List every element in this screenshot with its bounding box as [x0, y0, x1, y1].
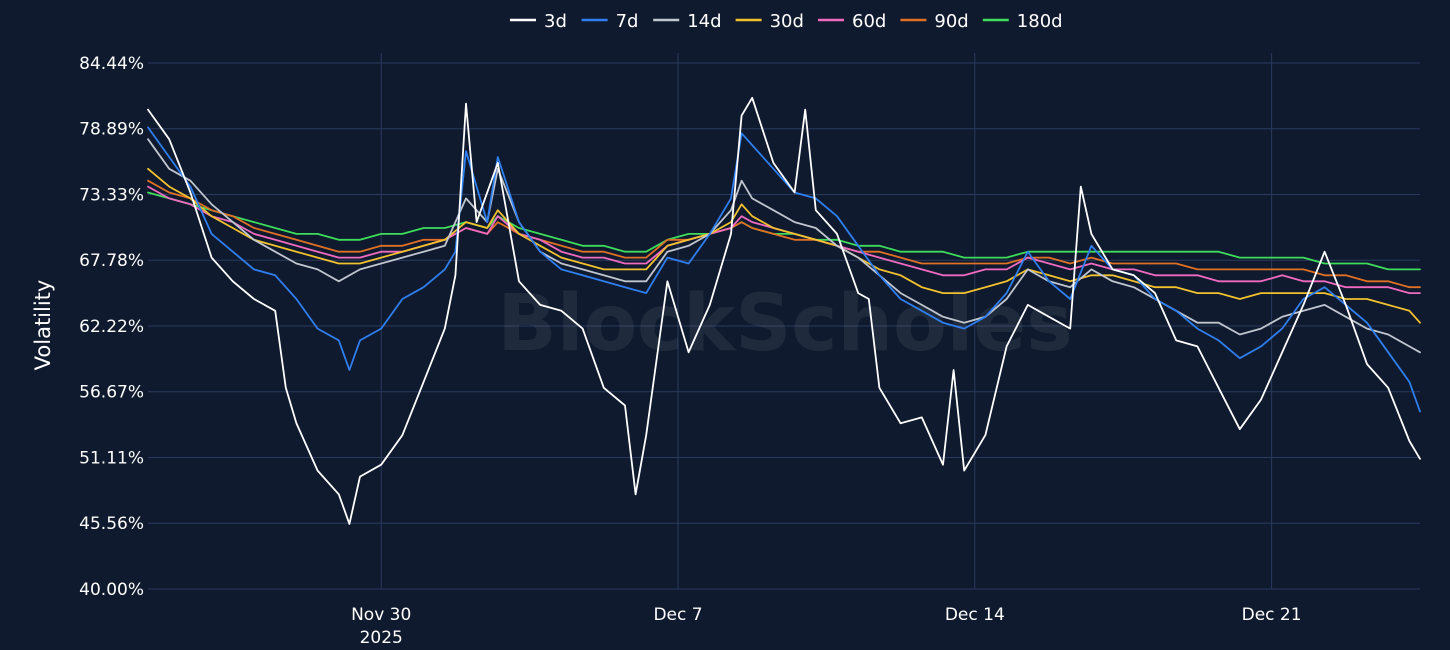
legend-label-30d: 30d: [770, 11, 804, 32]
series-line-30d: [147, 167, 1421, 324]
y-tick-label: 45.56%: [79, 514, 144, 534]
grid: [148, 53, 1420, 590]
series-line-90d: [147, 179, 1421, 289]
y-tick-label: 56.67%: [79, 383, 144, 403]
series-line-7d: [147, 126, 1421, 413]
y-tick-label: 84.44%: [79, 54, 144, 74]
series-line-14d: [147, 138, 1421, 354]
series-line-3d: [147, 96, 1421, 525]
legend-label-7d: 7d: [616, 11, 639, 32]
y-tick-label: 40.00%: [79, 580, 144, 600]
legend-label-3d: 3d: [544, 11, 567, 32]
x-tick-label: Dec 7: [653, 605, 702, 625]
y-tick-label: 78.89%: [79, 120, 144, 140]
x-axis-ticks: Nov 30 2025 Dec 7 Dec 14 Dec 21: [351, 605, 1301, 648]
watermark: BlockScholes: [497, 279, 1072, 369]
legend-label-60d: 60d: [852, 11, 886, 32]
y-tick-label: 62.22%: [79, 317, 144, 337]
y-tick-label: 73.33%: [79, 186, 144, 206]
x-tick-sublabel: 2025: [360, 628, 403, 648]
y-axis-title: Volatility: [31, 280, 55, 371]
legend-label-180d: 180d: [1017, 11, 1063, 32]
y-tick-label: 51.11%: [79, 449, 144, 469]
x-tick-label: Nov 30: [351, 605, 411, 625]
legend-label-14d: 14d: [687, 11, 721, 32]
x-tick-label: Dec 21: [1242, 605, 1302, 625]
series-lines: [147, 96, 1421, 525]
y-tick-label: 67.78%: [79, 251, 144, 271]
y-axis-ticks: 40.00% 45.56% 51.11% 56.67% 62.22% 67.78% 73.3…: [79, 54, 144, 600]
legend: 3d 7d 14d 30d 60d 90d 180d: [510, 11, 1063, 32]
legend-label-90d: 90d: [934, 11, 968, 32]
x-tick-label: Dec 14: [945, 605, 1005, 625]
